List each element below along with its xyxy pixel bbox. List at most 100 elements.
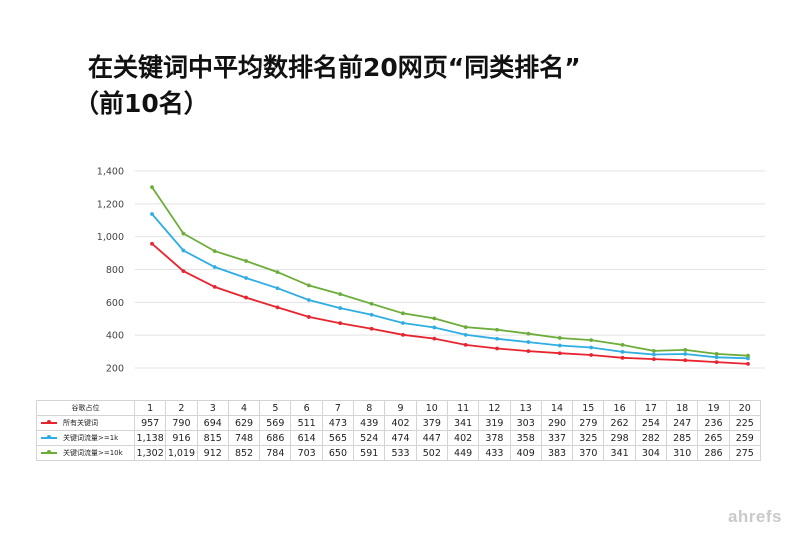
x-tick-label: 20 (728, 400, 761, 416)
data-point (401, 332, 405, 337)
data-point (526, 349, 531, 353)
chart-svg: 200 400 600 800 1,000 1,200 1,400 (97, 167, 765, 375)
data-point (306, 283, 311, 288)
y-tick-label: 600 (106, 298, 124, 309)
data-point (526, 331, 531, 336)
data-point (212, 265, 217, 269)
data-label: 1,138 (133, 430, 167, 446)
data-point (401, 321, 405, 325)
x-tick-label: 16 (603, 400, 636, 416)
data-label: 319 (478, 415, 511, 431)
data-point (651, 357, 656, 362)
data-label: 378 (478, 430, 511, 446)
data-label: 236 (697, 415, 730, 431)
data-point (683, 352, 688, 356)
x-tick-label: 12 (478, 400, 511, 416)
data-label: 614 (290, 430, 323, 446)
data-label: 282 (634, 430, 668, 446)
data-table: 谷歌占位 1 2 3 4 5 6 7 8 9 10 11 12 13 14 15 16 17 18 19 20 所有关键词… (36, 400, 761, 461)
data-label: 285 (666, 430, 699, 446)
data-point (683, 358, 688, 363)
data-label: 473 (321, 415, 355, 431)
data-label: 304 (634, 445, 668, 461)
data-point (369, 301, 374, 306)
x-tick-label: 17 (634, 400, 668, 416)
data-label: 286 (697, 445, 730, 461)
data-label: 402 (446, 430, 480, 446)
x-tick-label: 13 (509, 400, 542, 416)
data-point (620, 355, 625, 360)
data-label: 1,019 (165, 445, 198, 461)
data-point (150, 241, 154, 246)
x-tick-label: 6 (290, 400, 323, 416)
data-point (244, 276, 249, 280)
legend-label: 关键词流量>=1k (63, 434, 119, 442)
legend-swatch (41, 420, 57, 424)
data-label: 279 (572, 415, 605, 431)
title-line-1: 在关键词中平均数排名前20网页“同类排名” (88, 53, 581, 82)
data-label: 447 (415, 430, 448, 446)
y-tick-label: 1,200 (97, 199, 124, 210)
data-label: 337 (540, 430, 574, 446)
data-label: 815 (196, 430, 229, 446)
data-label: 784 (259, 445, 292, 461)
data-point (306, 298, 311, 302)
x-tick-label: 10 (415, 400, 448, 416)
data-label: 262 (603, 415, 636, 431)
data-label: 298 (603, 430, 636, 446)
data-point (557, 351, 562, 356)
data-label: 957 (133, 415, 167, 431)
data-point (338, 321, 343, 326)
data-point (212, 249, 217, 254)
data-point (181, 231, 186, 236)
data-label: 379 (415, 415, 448, 431)
data-point (244, 295, 249, 300)
data-point (589, 353, 594, 357)
data-point (557, 343, 562, 348)
data-label: 533 (384, 445, 417, 461)
legend-label: 关键词流量>=10k (63, 449, 123, 457)
data-label: 254 (634, 415, 668, 431)
data-point (463, 325, 468, 330)
legend-entry: 关键词流量>=1k (36, 430, 135, 446)
x-tick-label: 1 (133, 400, 167, 416)
x-tick-label: 15 (572, 400, 605, 416)
data-label: 325 (572, 430, 605, 446)
series-line-1 (151, 243, 749, 365)
data-point (181, 248, 186, 253)
data-point (589, 345, 594, 350)
data-label: 358 (509, 430, 542, 446)
data-point (150, 212, 154, 216)
data-point (746, 361, 750, 366)
data-point (714, 351, 719, 356)
data-point (463, 342, 468, 347)
title-line-2: （前10名） (74, 89, 209, 118)
data-point (746, 353, 750, 358)
data-label: 383 (540, 445, 574, 461)
data-label: 591 (353, 445, 386, 461)
data-point (244, 259, 249, 263)
legend-swatch (41, 435, 57, 439)
legend-entry: 关键词流量>=10k (36, 445, 135, 461)
data-label: 310 (666, 445, 699, 461)
data-point (432, 336, 437, 341)
x-tick-label: 11 (446, 400, 480, 416)
data-label: 259 (728, 430, 761, 446)
legend-swatch (41, 450, 57, 454)
data-point (651, 349, 656, 353)
data-label: 303 (509, 415, 542, 431)
data-point (150, 185, 154, 189)
ahrefs-logo: ahrefs (727, 507, 782, 526)
x-tick-label: 2 (165, 400, 198, 416)
table-row: 关键词流量>=1k 1,138 916 815 748 686 614 565 524 474 44… (36, 430, 761, 446)
data-label: 290 (540, 415, 574, 431)
data-label: 247 (666, 415, 699, 431)
data-label: 790 (165, 415, 198, 431)
legend-entry: 所有关键词 (36, 415, 135, 431)
data-point (181, 269, 186, 274)
table-row: 关键词流量>=10k 1,302 1,019 912 852 784 703 650 591 53… (36, 445, 761, 461)
data-point (369, 326, 374, 331)
data-point (275, 270, 280, 275)
data-label: 225 (728, 415, 761, 431)
